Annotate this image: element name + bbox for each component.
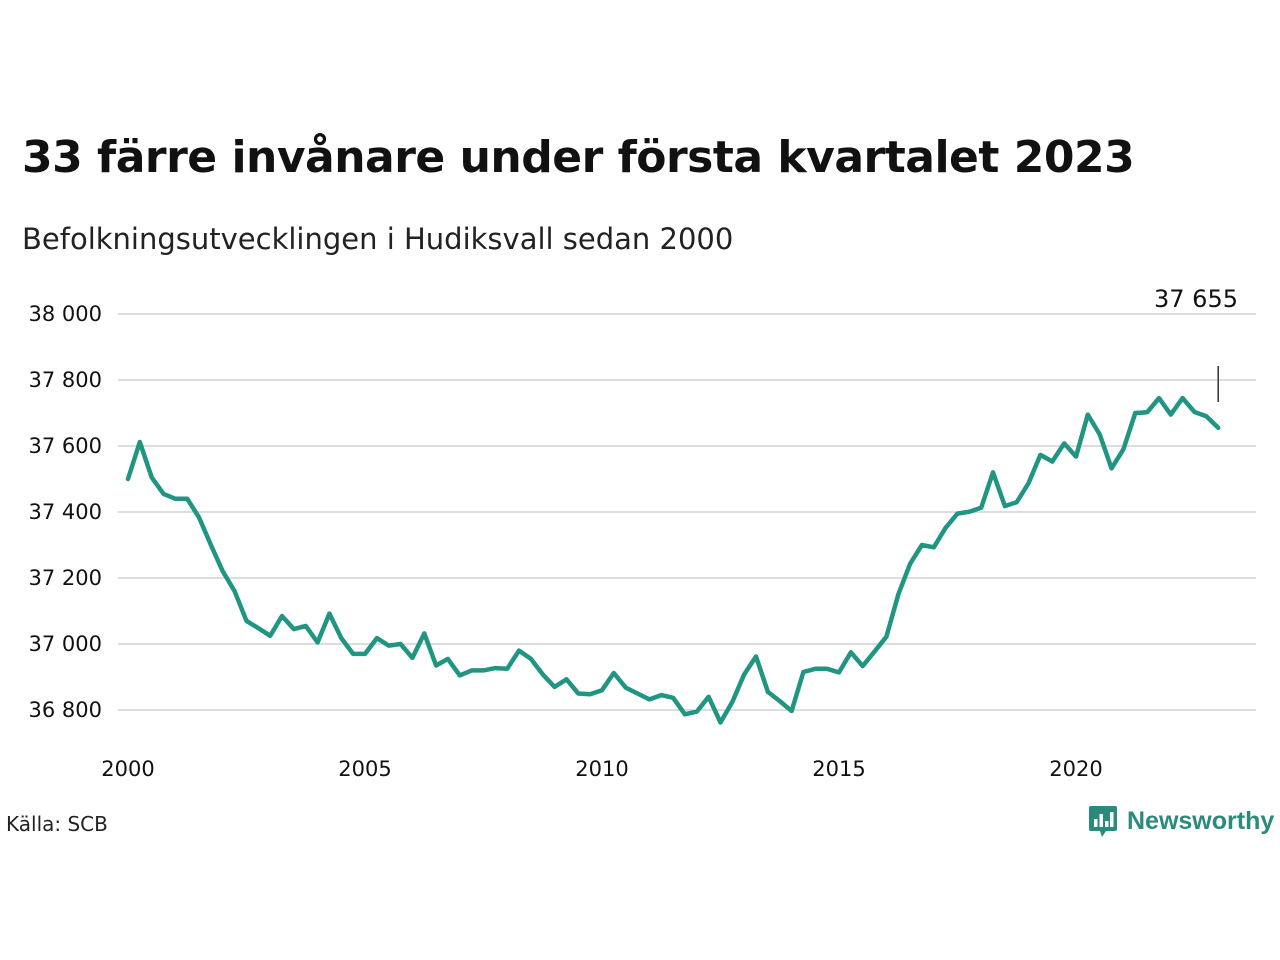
x-tick-label: 2020 (1049, 757, 1102, 781)
brand-logo: Newsworthy (1088, 804, 1274, 838)
x-tick-label: 2005 (338, 757, 391, 781)
newsworthy-logo-icon (1089, 806, 1117, 837)
y-tick-label: 37 400 (29, 500, 102, 524)
annotation-label: 37 655 (1154, 285, 1238, 313)
y-tick-label: 38 000 (29, 302, 102, 326)
y-axis-ticks: 36 800 37 000 37 200 37 400 37 600 37 800 38 0… (29, 302, 102, 722)
annotation-group: 37 655 (1154, 285, 1238, 402)
population-line (125, 395, 1221, 725)
chart-subtitle: Befolkningsutvecklingen i Hudiksvall sed… (22, 222, 734, 256)
y-tick-label: 37 800 (29, 368, 102, 392)
y-tick-label: 37 200 (29, 566, 102, 590)
source-note: Källa: SCB (6, 812, 108, 836)
x-axis-ticks: 2000 2005 2010 2015 2020 (101, 757, 1102, 781)
brand-name: Newsworthy (1127, 806, 1275, 835)
y-tick-label: 36 800 (29, 698, 102, 722)
x-tick-label: 2015 (812, 757, 865, 781)
gridlines (118, 313, 1256, 711)
chart-title: 33 färre invånare under första kvartalet… (22, 132, 1135, 183)
x-tick-label: 2010 (575, 757, 628, 781)
x-tick-label: 2000 (101, 757, 154, 781)
series-group (125, 395, 1221, 725)
y-tick-label: 37 000 (29, 632, 102, 656)
y-tick-label: 37 600 (29, 434, 102, 458)
